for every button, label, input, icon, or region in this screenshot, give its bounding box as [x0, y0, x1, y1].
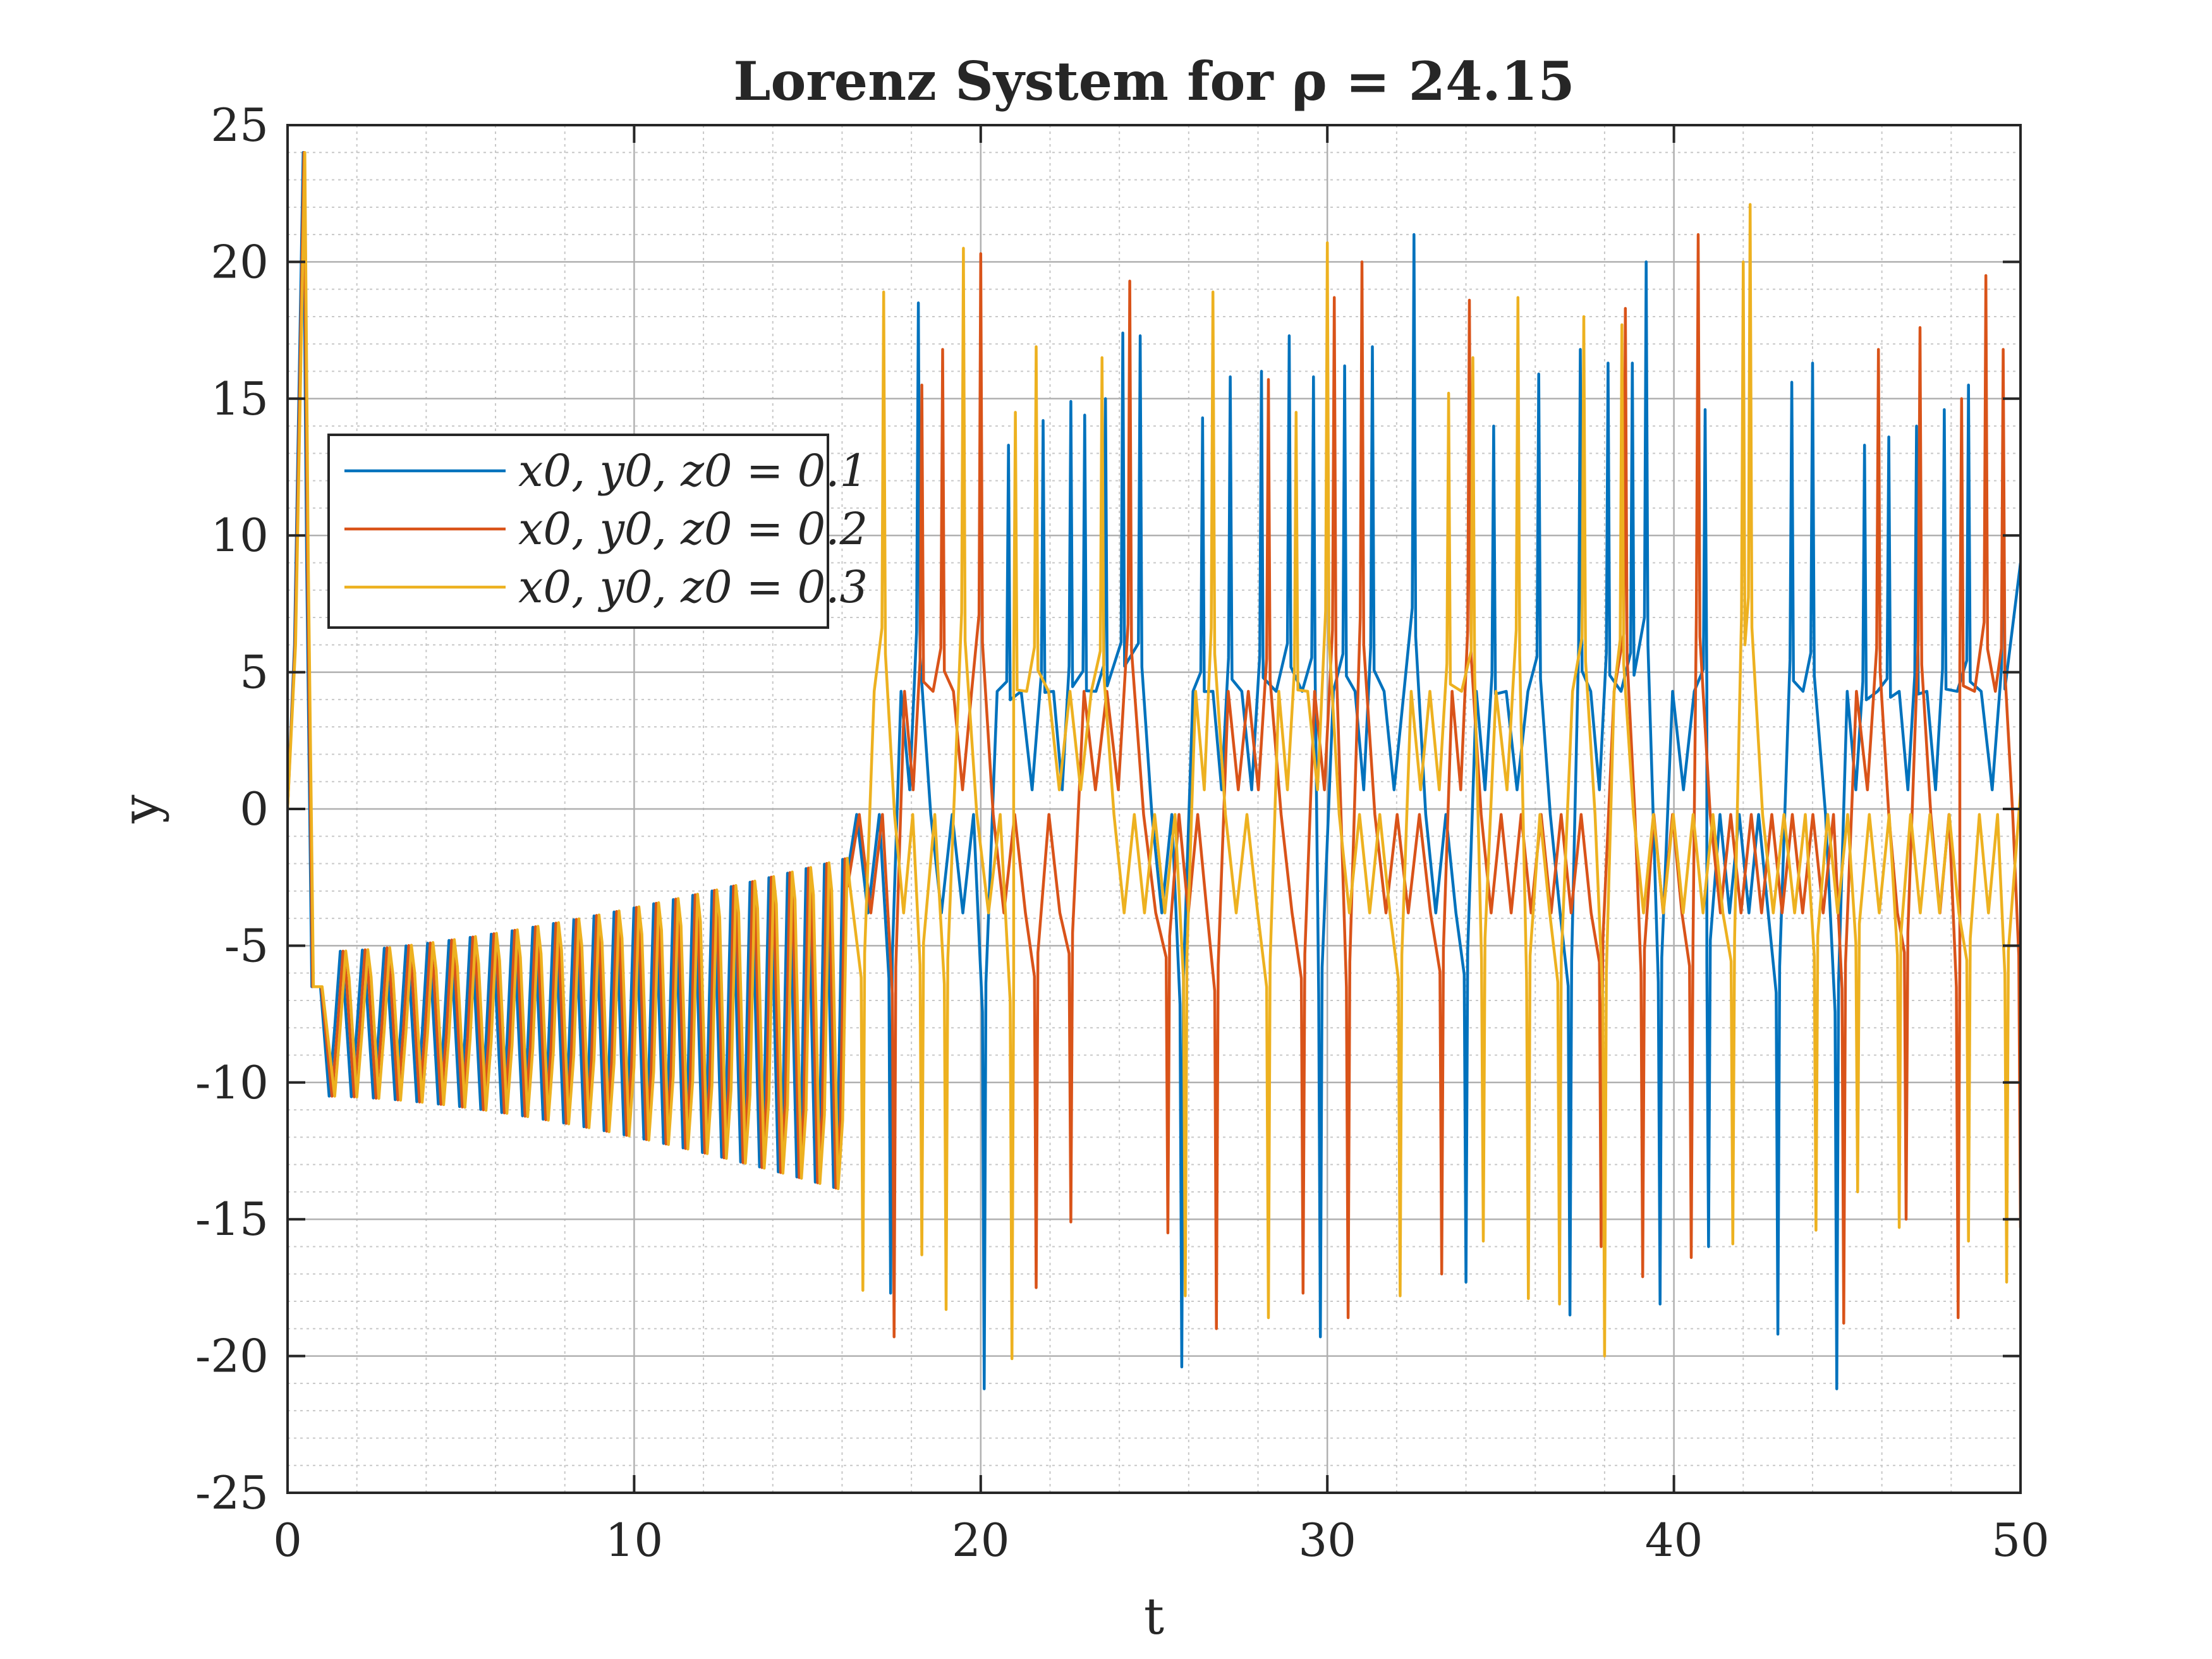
series-line-1 [288, 151, 2021, 1390]
y-axis-label: y [111, 794, 170, 823]
legend-label-2: x0, y0, z0 = 0.2 [518, 503, 868, 555]
series-line-2 [288, 151, 2021, 1339]
y-tick-label: -20 [195, 1330, 269, 1383]
y-tick-label: 25 [210, 99, 269, 152]
y-tick-label: 20 [210, 235, 269, 288]
plot-area [288, 151, 2021, 1390]
legend[interactable]: x0, y0, z0 = 0.1 x0, y0, z0 = 0.2 x0, y0, … [327, 434, 868, 629]
series-line-3 [288, 151, 2021, 1361]
x-tick-label: 50 [1991, 1514, 2050, 1567]
y-tick-label: -25 [195, 1466, 269, 1519]
legend-box [327, 434, 829, 629]
x-tick-labels: 0 10 20 30 40 50 [273, 1514, 2050, 1567]
x-tick-label: 0 [273, 1514, 302, 1567]
x-tick-label: 40 [1645, 1514, 1703, 1567]
x-tick-label: 30 [1298, 1514, 1356, 1567]
x-tick-label: 10 [605, 1514, 664, 1567]
chart-title: Lorenz System for ρ = 24.15 [733, 50, 1574, 112]
x-tick-label: 20 [952, 1514, 1010, 1567]
y-tick-label: 5 [240, 646, 269, 699]
y-tick-label: -15 [195, 1193, 269, 1246]
y-tick-label: 0 [240, 782, 269, 836]
y-tick-label: 10 [210, 509, 269, 562]
y-tick-label: -5 [224, 919, 269, 972]
legend-label-1: x0, y0, z0 = 0.1 [518, 445, 868, 497]
y-tick-label: -10 [195, 1056, 269, 1109]
x-axis-label: t [1144, 1587, 1164, 1646]
legend-label-3: x0, y0, z0 = 0.3 [518, 561, 868, 613]
y-tick-labels: -25 -20 -15 -10 -5 0 5 10 15 20 25 [195, 99, 269, 1519]
y-tick-label: 15 [210, 372, 269, 425]
tick-marks [286, 124, 2022, 1494]
